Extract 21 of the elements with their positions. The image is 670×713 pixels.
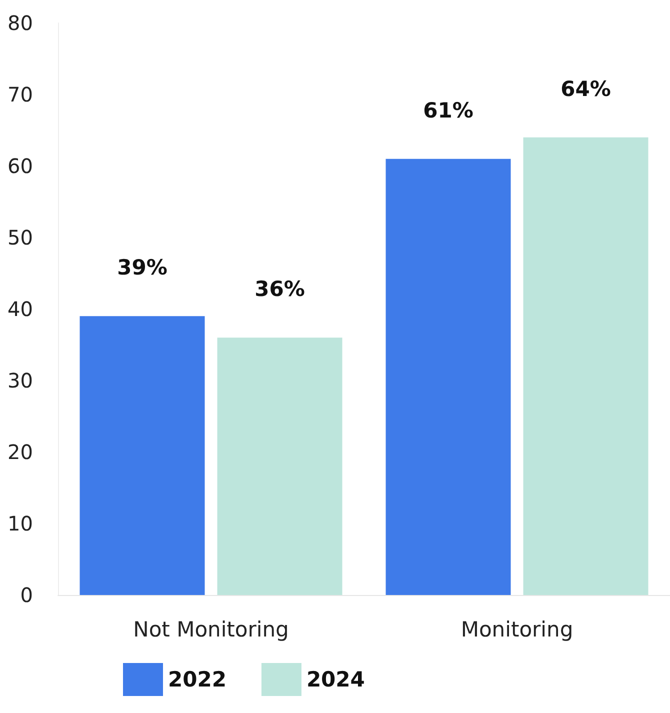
y-tick-label: 30 — [8, 368, 33, 392]
x-tick-label: Not Monitoring — [133, 618, 289, 642]
y-tick-label: 60 — [8, 154, 33, 178]
data-label: 39% — [117, 256, 168, 280]
legend-label: 2024 — [306, 668, 365, 692]
data-label: 64% — [560, 76, 611, 101]
y-tick-label: 40 — [8, 297, 33, 321]
bar — [386, 158, 511, 595]
y-tick-label: 70 — [8, 82, 33, 106]
y-tick-label: 20 — [8, 440, 33, 464]
legend-label: 2022 — [168, 668, 226, 692]
y-tick-label: 0 — [20, 583, 33, 607]
y-tick-label: 50 — [8, 226, 33, 250]
bar — [217, 338, 342, 595]
bar — [523, 137, 648, 595]
x-tick-label: Monitoring — [460, 618, 574, 642]
data-label: 36% — [254, 277, 305, 302]
y-tick-label: 10 — [8, 512, 33, 536]
data-label: 61% — [423, 98, 474, 122]
bar — [80, 316, 205, 595]
y-tick-label: 80 — [8, 11, 33, 35]
